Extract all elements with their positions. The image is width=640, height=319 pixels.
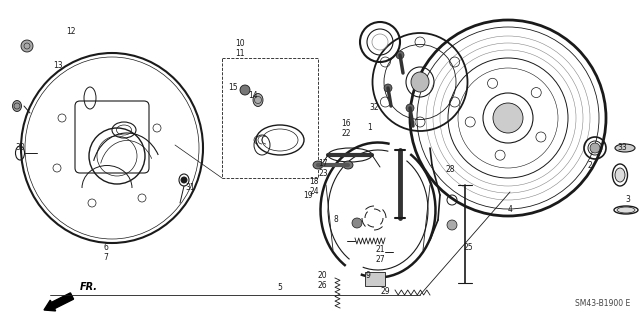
Text: 19: 19 — [303, 190, 313, 199]
Text: 7: 7 — [104, 254, 108, 263]
Text: 28: 28 — [445, 166, 455, 174]
Text: 2: 2 — [588, 160, 593, 169]
Text: 11: 11 — [236, 48, 244, 57]
Ellipse shape — [13, 100, 22, 112]
Text: 22: 22 — [341, 130, 351, 138]
Circle shape — [493, 103, 523, 133]
Text: 16: 16 — [341, 120, 351, 129]
Text: 29: 29 — [380, 287, 390, 296]
Text: 13: 13 — [53, 61, 63, 70]
Bar — [222, 58, 318, 178]
Text: 33: 33 — [617, 144, 627, 152]
Circle shape — [447, 220, 457, 230]
Text: 30: 30 — [15, 144, 25, 152]
Circle shape — [240, 85, 250, 95]
Ellipse shape — [343, 161, 353, 169]
Ellipse shape — [313, 161, 323, 169]
Circle shape — [352, 218, 362, 228]
Text: 32: 32 — [369, 102, 379, 112]
Text: 8: 8 — [333, 216, 339, 225]
Text: 6: 6 — [104, 243, 108, 253]
Circle shape — [181, 177, 187, 183]
Text: 21: 21 — [375, 246, 385, 255]
Text: 25: 25 — [463, 243, 473, 253]
Ellipse shape — [384, 84, 392, 92]
Ellipse shape — [411, 72, 429, 92]
FancyArrow shape — [44, 293, 74, 311]
Text: 24: 24 — [309, 188, 319, 197]
Ellipse shape — [615, 144, 635, 152]
Ellipse shape — [396, 51, 404, 59]
Text: 15: 15 — [228, 84, 238, 93]
Text: 9: 9 — [365, 271, 371, 280]
Ellipse shape — [406, 104, 414, 112]
Text: 1: 1 — [367, 123, 372, 132]
Text: 12: 12 — [67, 27, 76, 36]
Ellipse shape — [617, 207, 635, 213]
Text: 3: 3 — [625, 196, 630, 204]
Text: 10: 10 — [235, 39, 245, 48]
Text: 20: 20 — [317, 271, 327, 280]
Bar — [365, 272, 385, 286]
Circle shape — [590, 143, 600, 153]
Text: SM43-B1900 E: SM43-B1900 E — [575, 299, 630, 308]
Ellipse shape — [615, 168, 625, 182]
Text: 4: 4 — [508, 205, 513, 214]
Ellipse shape — [253, 93, 263, 107]
Text: FR.: FR. — [80, 282, 98, 292]
Text: 26: 26 — [317, 281, 327, 291]
Circle shape — [21, 40, 33, 52]
Text: 27: 27 — [375, 256, 385, 264]
Text: 31: 31 — [185, 183, 195, 192]
Text: 5: 5 — [278, 283, 282, 292]
Text: 23: 23 — [318, 168, 328, 177]
Text: 18: 18 — [309, 177, 319, 187]
Text: 17: 17 — [318, 159, 328, 167]
Text: 14: 14 — [248, 91, 258, 100]
